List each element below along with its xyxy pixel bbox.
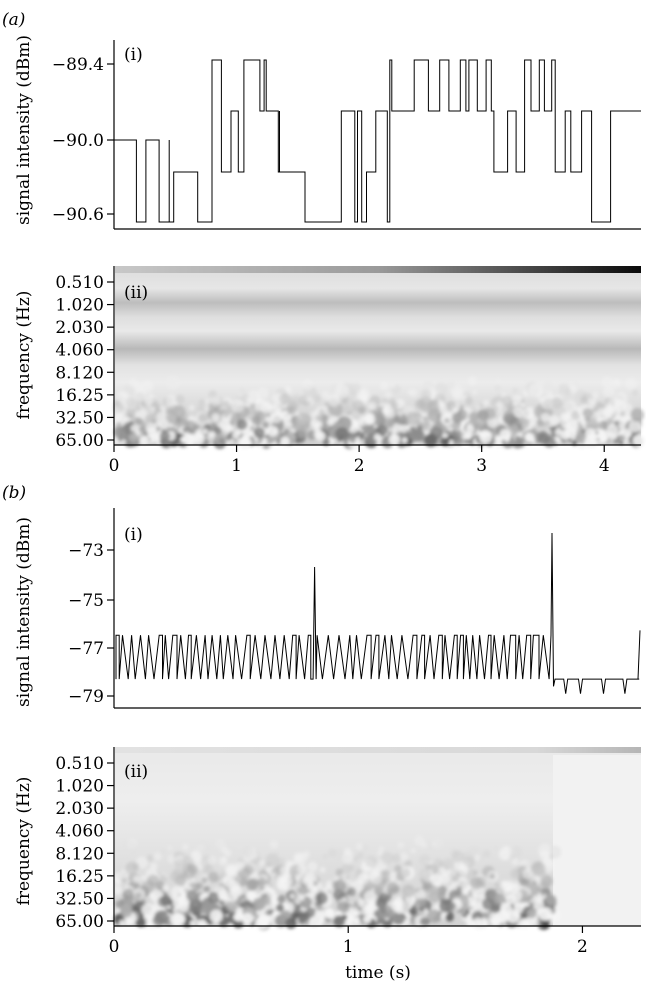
a-ii-xtick-label: 4 bbox=[599, 456, 610, 476]
b-i-ytick-label: −73 bbox=[68, 541, 104, 561]
a-i-ytick-label: −90.6 bbox=[52, 205, 104, 225]
a-ii-heatmap bbox=[112, 266, 645, 450]
b-ii-panel-label: (ii) bbox=[124, 762, 148, 782]
panel-a-label: (a) bbox=[2, 10, 25, 30]
a-ii-panel-label: (ii) bbox=[124, 283, 148, 303]
a-i-ylabel: signal intensity (dBm) bbox=[14, 35, 34, 225]
b-ii-ytick-label: 1.020 bbox=[55, 777, 104, 797]
a-ii-ylabel: frequency (Hz) bbox=[14, 291, 34, 420]
b-ii-heatmap bbox=[112, 747, 641, 931]
b-ii-heatmap-top-band bbox=[115, 747, 641, 753]
b-ii-ytick-label: 8.120 bbox=[55, 844, 104, 864]
a-ii-ytick-label: 65.00 bbox=[55, 431, 104, 451]
a-ii-ytick-label: 0.510 bbox=[55, 273, 104, 293]
b-i-panel-label: (i) bbox=[124, 525, 143, 545]
a-ii-ytick-label: 4.060 bbox=[55, 341, 104, 361]
b-ii-xtick-label: 0 bbox=[109, 937, 120, 957]
a-ii-ytick-label: 32.50 bbox=[55, 408, 104, 428]
a-i-panel-label: (i) bbox=[124, 45, 143, 65]
a-ii-xtick-label: 1 bbox=[231, 456, 242, 476]
a-ii-xtick-label: 0 bbox=[109, 456, 120, 476]
b-ii-xtick-label: 1 bbox=[343, 937, 354, 957]
b-ii-ytick-label: 4.060 bbox=[55, 822, 104, 842]
b-i-ytick-label: −77 bbox=[68, 639, 104, 659]
b-ii-ytick-label: 2.030 bbox=[55, 799, 104, 819]
a-ii-ytick-label: 8.120 bbox=[55, 363, 104, 383]
b-ii-ytick-label: 65.00 bbox=[55, 912, 104, 932]
a-i-ytick-label: −90.0 bbox=[52, 131, 104, 151]
a-ii-xtick-label: 2 bbox=[354, 456, 365, 476]
b-i-series-line bbox=[115, 532, 641, 694]
a-ii-heatmap-top-band bbox=[115, 266, 641, 273]
a-ii-ytick-label: 2.030 bbox=[55, 318, 104, 338]
chart-a-i: signal intensity (dBm) −89.4 −90.0 −90.6 (… bbox=[14, 35, 641, 230]
b-ii-xlabel: time (s) bbox=[345, 963, 411, 983]
a-i-ytick-label: −89.4 bbox=[52, 55, 104, 75]
b-i-ytick-label: −75 bbox=[68, 591, 104, 611]
b-ii-xtick-label: 2 bbox=[577, 937, 588, 957]
a-ii-ytick-label: 1.020 bbox=[55, 296, 104, 316]
a-ii-xtick-label: 3 bbox=[476, 456, 487, 476]
b-ii-ylabel: frequency (Hz) bbox=[14, 777, 34, 906]
b-ii-ytick-label: 32.50 bbox=[55, 889, 104, 909]
a-ii-ytick-label: 16.25 bbox=[55, 386, 104, 406]
a-i-series-line bbox=[114, 59, 641, 223]
chart-b-i: signal intensity (dBm) −73 −75 −77 −79 (i) bbox=[14, 508, 641, 709]
b-ii-ytick-label: 16.25 bbox=[55, 867, 104, 887]
panel-b-label: (b) bbox=[2, 483, 26, 503]
b-i-ylabel: signal intensity (dBm) bbox=[14, 517, 34, 707]
b-ii-heatmap-quiet-region bbox=[553, 755, 641, 926]
b-ii-ytick-label: 0.510 bbox=[55, 754, 104, 774]
b-i-ytick-label: −79 bbox=[68, 687, 104, 707]
